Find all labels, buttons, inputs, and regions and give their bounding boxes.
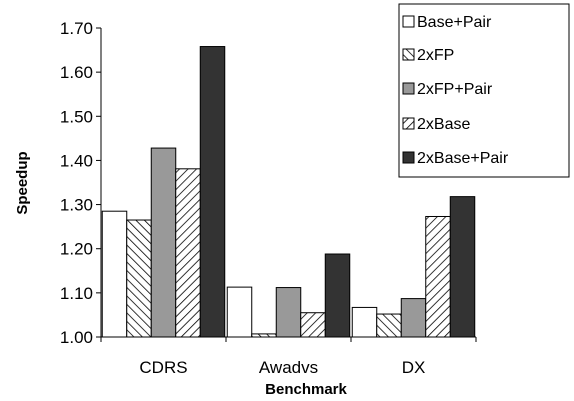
bar: [324, 253, 351, 338]
bar: [376, 313, 402, 338]
x-tick-label: Awadvs: [259, 358, 318, 377]
bar: [400, 298, 427, 338]
bar: [425, 215, 451, 338]
y-axis-title: Speedup: [14, 151, 31, 214]
bars: [101, 46, 476, 338]
legend: Base+Pair 2xFP 2xFP+Pair 2xBase 2xBase+P…: [398, 3, 570, 178]
bar: [150, 147, 177, 338]
legend-label-2xfp: 2xFP: [417, 47, 454, 64]
legend-swatch-base-pair: [402, 15, 415, 28]
y-tick-label: 1.20: [60, 240, 93, 259]
y-tick-label: 1.10: [60, 284, 93, 303]
bar: [449, 196, 476, 338]
bar: [199, 46, 226, 338]
bar: [175, 168, 201, 338]
legend-swatch-2xfp: [402, 48, 415, 61]
bar: [300, 312, 326, 338]
bar: [226, 286, 253, 338]
y-tick-label: 1.30: [60, 196, 93, 215]
bar: [275, 287, 302, 338]
y-axis-ticks: 1.00 1.10 1.20 1.30 1.40 1.50 1.60 1.70: [60, 19, 101, 347]
y-tick-label: 1.50: [60, 107, 93, 126]
bar: [351, 306, 378, 338]
bar: [126, 219, 152, 338]
x-axis-title: Benchmark: [265, 381, 347, 398]
legend-label-2xbase-pair: 2xBase+Pair: [417, 150, 509, 167]
legend-label-2xbase: 2xBase: [417, 116, 470, 133]
x-tick-label: CDRS: [139, 358, 187, 377]
y-tick-label: 1.40: [60, 151, 93, 170]
y-tick-label: 1.70: [60, 19, 93, 38]
y-tick-label: 1.00: [60, 328, 93, 347]
x-axis-labels: CDRS Awadvs DX: [139, 358, 425, 377]
legend-label-2xfp-pair: 2xFP+Pair: [417, 81, 493, 98]
bar: [101, 210, 128, 338]
y-tick-label: 1.60: [60, 63, 93, 82]
legend-swatch-2xfp-pair: [402, 82, 415, 95]
legend-swatch-2xbase: [402, 117, 415, 130]
legend-label-base-pair: Base+Pair: [417, 14, 492, 31]
x-tick-label: DX: [402, 358, 426, 377]
axes: [100, 28, 477, 342]
legend-swatch-2xbase-pair: [402, 151, 415, 164]
legend-box: [398, 3, 570, 178]
